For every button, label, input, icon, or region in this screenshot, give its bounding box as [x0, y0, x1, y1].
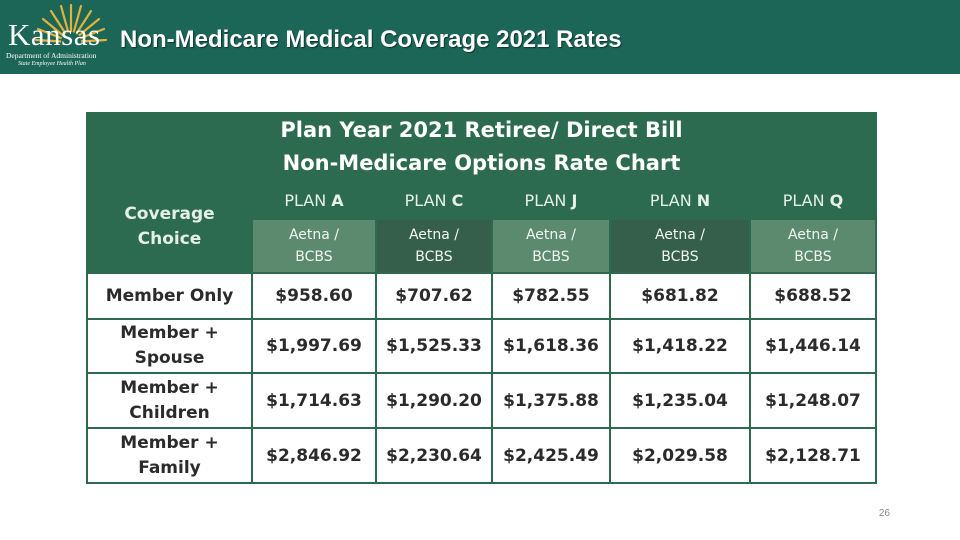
plan-q-carrier: Aetna / BCBS	[749, 218, 877, 274]
coverage-choice-line1: Coverage	[124, 204, 215, 224]
table-row: Member + Family $2,846.92 $2,230.64 $2,42…	[86, 427, 877, 484]
page-number: 26	[878, 508, 890, 519]
logo-wordmark: Kansas	[8, 17, 101, 52]
row-label-member-only: Member Only	[86, 272, 253, 320]
chart-title: Plan Year 2021 Retiree/ Direct Bill Non-…	[86, 112, 877, 182]
rate-cell: $2,846.92	[251, 427, 377, 484]
rate-cell: $2,425.49	[491, 427, 611, 484]
logo-program: State Employee Health Plan	[18, 61, 86, 67]
rate-cell: $1,525.33	[375, 318, 493, 374]
plan-n-header: PLAN N	[609, 180, 751, 220]
rate-cell: $1,290.20	[375, 372, 493, 429]
plan-c-header: PLAN C	[375, 180, 493, 220]
table-row: Member + Children $1,714.63 $1,290.20 $1,…	[86, 372, 877, 429]
kansas-logo: Kansas Department of Administration Stat…	[4, 4, 108, 68]
rate-cell: $2,029.58	[609, 427, 751, 484]
rate-cell: $958.60	[251, 272, 377, 320]
coverage-choice-line2: Choice	[137, 229, 202, 249]
chart-title-line1: Plan Year 2021 Retiree/ Direct Bill	[280, 118, 683, 142]
plan-j-header: PLAN J	[491, 180, 611, 220]
row-label-member-family: Member + Family	[86, 427, 253, 484]
rate-cell: $2,128.71	[749, 427, 877, 484]
logo-department: Department of Administration	[6, 51, 97, 60]
plan-a-carrier: Aetna / BCBS	[251, 218, 377, 274]
sunflower-icon	[34, 4, 108, 44]
plan-c-carrier: Aetna / BCBS	[375, 218, 493, 274]
plan-a-header: PLAN A	[251, 180, 377, 220]
plan-n-carrier: Aetna / BCBS	[609, 218, 751, 274]
rate-cell: $1,235.04	[609, 372, 751, 429]
coverage-choice-header: Coverage Choice	[86, 180, 253, 274]
rate-cell: $1,446.14	[749, 318, 877, 374]
rate-chart-table: Plan Year 2021 Retiree/ Direct Bill Non-…	[86, 112, 877, 484]
table-row: Member + Spouse $1,997.69 $1,525.33 $1,61…	[86, 318, 877, 374]
page-title: Non-Medicare Medical Coverage 2021 Rates	[120, 26, 622, 53]
plan-q-header: PLAN Q	[749, 180, 877, 220]
rate-cell: $2,230.64	[375, 427, 493, 484]
chart-title-line2: Non-Medicare Options Rate Chart	[282, 151, 681, 175]
rate-cell: $688.52	[749, 272, 877, 320]
rate-cell: $1,418.22	[609, 318, 751, 374]
rate-cell: $1,375.88	[491, 372, 611, 429]
row-label-member-spouse: Member + Spouse	[86, 318, 253, 374]
rate-cell: $1,997.69	[251, 318, 377, 374]
rate-cell: $1,714.63	[251, 372, 377, 429]
rate-cell: $782.55	[491, 272, 611, 320]
header-bar: Kansas Department of Administration Stat…	[0, 0, 960, 74]
table-row: Member Only $958.60 $707.62 $782.55 $681…	[86, 272, 877, 320]
row-label-member-children: Member + Children	[86, 372, 253, 429]
rate-cell: $1,248.07	[749, 372, 877, 429]
plan-j-carrier: Aetna / BCBS	[491, 218, 611, 274]
rate-cell: $1,618.36	[491, 318, 611, 374]
rate-cell: $681.82	[609, 272, 751, 320]
rate-cell: $707.62	[375, 272, 493, 320]
